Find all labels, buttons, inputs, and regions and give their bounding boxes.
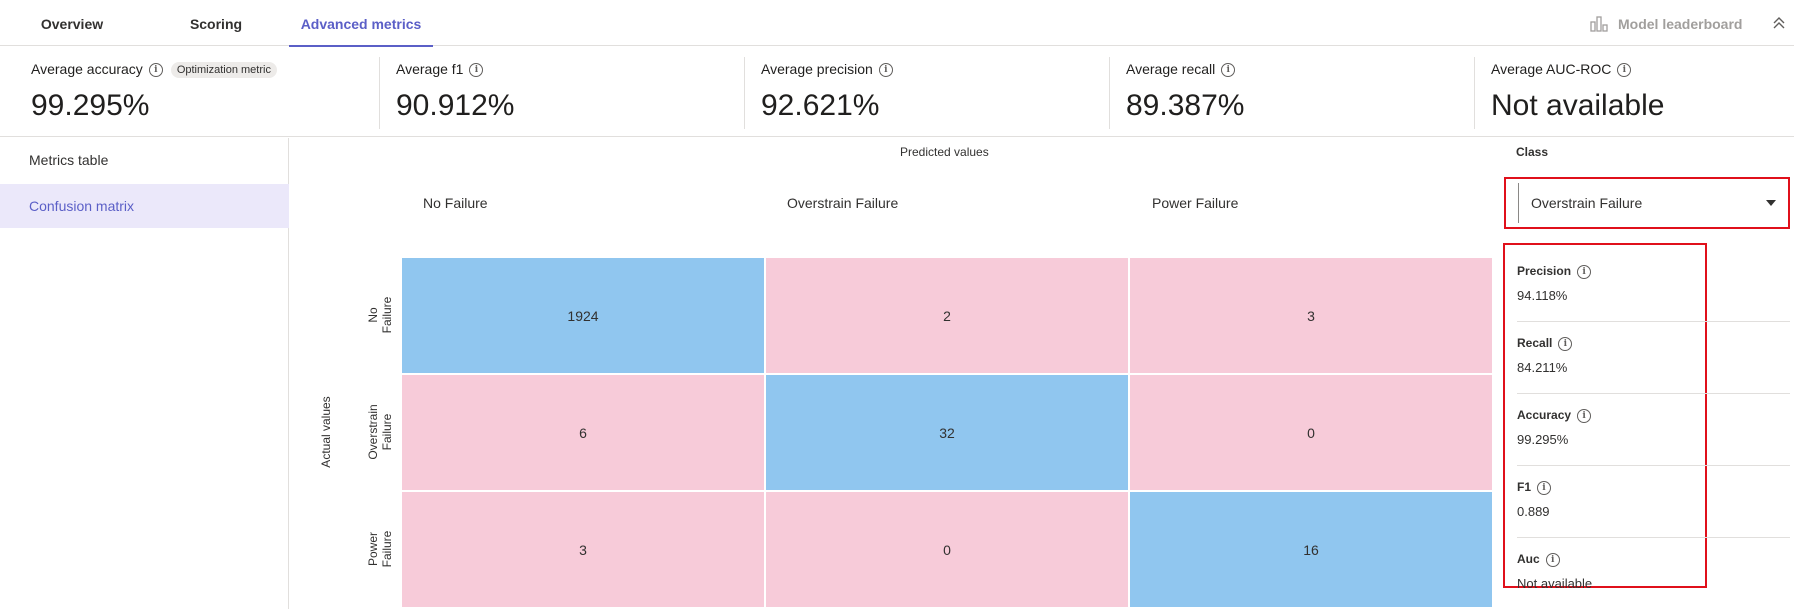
matrix-cell: 32: [765, 374, 1129, 491]
metric-value: Not available: [1491, 89, 1665, 122]
metric-label-text: Average recall: [1126, 61, 1216, 77]
info-icon[interactable]: i: [878, 63, 893, 78]
matrix-cell: 2: [765, 257, 1129, 374]
metric-label-text: Average accuracy: [31, 61, 143, 77]
info-icon[interactable]: i: [1545, 552, 1560, 567]
row-header-line: Failure: [380, 530, 394, 568]
row-header-line: Overstrain: [366, 404, 380, 460]
class-metric-f1: F1 i 0.889: [1517, 466, 1790, 538]
info-icon[interactable]: i: [1221, 63, 1236, 78]
matrix-cell: 16: [1129, 491, 1493, 608]
tab-advanced-metrics[interactable]: Advanced metrics: [289, 0, 433, 47]
class-metric-label: Precision i: [1517, 264, 1592, 279]
metric-value: 89.387%: [1126, 89, 1245, 122]
chevron-down-icon: [1766, 200, 1776, 206]
metric-average-recall: Average recall i 89.387%: [1126, 47, 1466, 137]
row-header-overstrain-failure: Overstrain Failure: [366, 404, 394, 459]
info-icon[interactable]: i: [1558, 336, 1573, 351]
class-metric-value: 84.211%: [1517, 360, 1568, 375]
metric-label-text: Average f1: [396, 61, 464, 77]
left-nav: Metrics table Confusion matrix: [0, 138, 289, 609]
metrics-summary: Average accuracy i Optimization metric 99.…: [0, 47, 1794, 137]
info-icon[interactable]: i: [1537, 480, 1552, 495]
class-metric-label-text: Auc: [1517, 552, 1540, 566]
predicted-values-title: Predicted values: [900, 145, 989, 159]
row-header-line: No: [366, 307, 380, 323]
matrix-cell: 0: [765, 491, 1129, 608]
class-metrics-highlight: [1503, 243, 1707, 588]
nav-item-metrics-table[interactable]: Metrics table: [29, 152, 109, 168]
class-metric-label: Auc i: [1517, 552, 1560, 567]
column-header-power-failure: Power Failure: [1152, 195, 1239, 211]
matrix-cell: 3: [401, 491, 765, 608]
matrix-cell: 3: [1129, 257, 1493, 374]
class-metric-label: F1 i: [1517, 480, 1552, 495]
metric-label: Average recall i: [1126, 61, 1236, 78]
info-icon[interactable]: i: [469, 63, 484, 78]
leaderboard-label: Model leaderboard: [1618, 16, 1743, 32]
metric-value: 99.295%: [31, 89, 150, 122]
class-metric-value: 0.889: [1517, 504, 1550, 519]
row-header-power-failure: Power Failure: [366, 531, 394, 568]
class-metric-precision: Precision i 94.118%: [1517, 250, 1790, 322]
row-header-no-failure: No Failure: [366, 297, 394, 334]
nav-item-confusion-matrix[interactable]: Confusion matrix: [0, 184, 289, 228]
metric-average-accuracy: Average accuracy i Optimization metric 99.…: [31, 47, 371, 137]
class-metric-value: 94.118%: [1517, 288, 1568, 303]
metric-value: 90.912%: [396, 89, 515, 122]
class-metric-label-text: F1: [1517, 480, 1532, 494]
divider: [1474, 57, 1475, 129]
row-header-line: Failure: [380, 296, 394, 334]
class-metric-accuracy: Accuracy i 99.295%: [1517, 394, 1790, 466]
info-icon[interactable]: i: [148, 63, 163, 78]
tab-scoring[interactable]: Scoring: [189, 16, 243, 32]
divider: [1109, 57, 1110, 129]
metric-average-precision: Average precision i 92.621%: [761, 47, 1101, 137]
optimization-badge: Optimization metric: [170, 62, 277, 79]
row-header-line: Failure: [380, 413, 394, 451]
class-metric-label: Recall i: [1517, 336, 1573, 351]
metric-label-text: Average AUC-ROC: [1491, 61, 1612, 77]
divider: [744, 57, 745, 129]
class-metric-recall: Recall i 84.211%: [1517, 322, 1790, 394]
tab-overview[interactable]: Overview: [40, 16, 104, 32]
class-metric-auc: Auc i Not available: [1517, 538, 1790, 609]
actual-values-title: Actual values: [319, 396, 333, 468]
metric-label: Average accuracy i Optimization metric: [31, 61, 277, 79]
class-title: Class: [1516, 145, 1549, 159]
class-metric-value: 99.295%: [1517, 432, 1569, 447]
info-icon[interactable]: i: [1617, 63, 1632, 78]
info-icon[interactable]: i: [1577, 408, 1592, 423]
metric-label: Average precision i: [761, 61, 893, 78]
class-metric-label: Accuracy i: [1517, 408, 1592, 423]
matrix-cell: 0: [1129, 374, 1493, 491]
metric-label: Average AUC-ROC i: [1491, 61, 1632, 78]
class-dropdown[interactable]: Overstrain Failure: [1504, 177, 1790, 229]
matrix-cell: 1924: [401, 257, 765, 374]
metric-average-auc-roc: Average AUC-ROC i Not available: [1491, 47, 1791, 137]
info-icon[interactable]: i: [1577, 264, 1592, 279]
column-header-overstrain-failure: Overstrain Failure: [787, 195, 899, 211]
row-header-line: Power: [366, 532, 380, 567]
metric-average-f1: Average f1 i 90.912%: [396, 47, 736, 137]
collapse-icon[interactable]: [1770, 14, 1788, 32]
class-metric-label-text: Recall: [1517, 336, 1553, 350]
matrix-cell: 6: [401, 374, 765, 491]
metric-label: Average f1 i: [396, 61, 484, 78]
leaderboard-icon: [1590, 16, 1608, 32]
class-metric-label-text: Precision: [1517, 264, 1572, 278]
divider: [379, 57, 380, 129]
metric-value: 92.621%: [761, 89, 880, 122]
class-metric-value: Not available: [1517, 576, 1593, 591]
class-metric-label-text: Accuracy: [1517, 408, 1572, 422]
class-dropdown-value: Overstrain Failure: [1518, 183, 1784, 223]
tab-bar: Overview Scoring Advanced metrics Model …: [0, 0, 1794, 47]
column-header-no-failure: No Failure: [423, 195, 488, 211]
metric-label-text: Average precision: [761, 61, 873, 77]
model-leaderboard-button[interactable]: Model leaderboard: [1590, 0, 1742, 46]
